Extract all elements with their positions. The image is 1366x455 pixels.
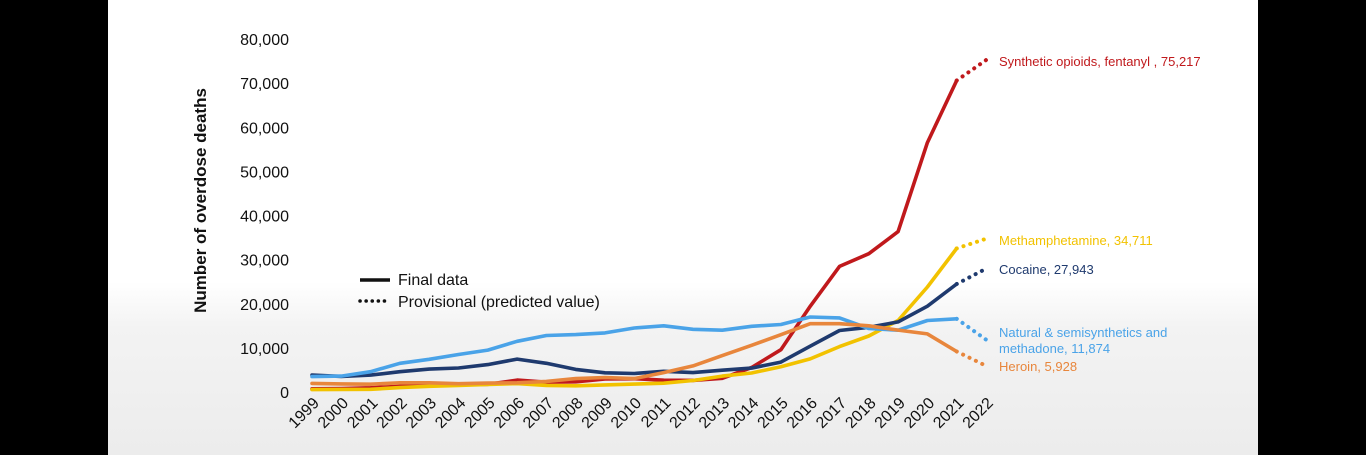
overdose-line-chart: 0 10,000 20,000 30,000 40,000 50,000 60,000 70,… [191, 32, 1201, 432]
x-tick-label: 2021 [930, 395, 967, 432]
series-line-provisional [954, 316, 988, 342]
x-tick-label: 2009 [579, 395, 616, 432]
series-line-provisional [954, 236, 988, 251]
series-label-fentanyl: Synthetic opioids, fentanyl , 75,217 [999, 54, 1201, 69]
series-line-provisional [954, 349, 988, 368]
x-tick-label: 2000 [315, 395, 352, 432]
y-tick-label: 60,000 [240, 120, 289, 137]
series-label-natural-semisynthetics-line2: methadone, 11,874 [999, 341, 1110, 356]
x-tick-label: 1999 [286, 395, 323, 432]
x-tick-label: 2020 [901, 395, 938, 432]
x-tick-label: 2007 [520, 395, 557, 432]
x-tick-label: 2017 [813, 395, 850, 432]
series-line-final [310, 315, 959, 379]
series-line-final [310, 246, 959, 392]
legend-final-label: Final data [398, 272, 468, 289]
x-tick-label: 2018 [842, 395, 879, 432]
series-label-cocaine: Cocaine, 27,943 [999, 262, 1094, 277]
x-tick-label: 2002 [374, 395, 411, 432]
x-tick-label: 2015 [755, 395, 792, 432]
x-tick-label: 2010 [608, 395, 645, 432]
slide: 0 10,000 20,000 30,000 40,000 50,000 60,000 70,… [108, 0, 1258, 455]
x-tick-label: 2022 [960, 395, 997, 432]
x-tick-label: 2011 [638, 395, 674, 431]
x-tick-label: 2019 [872, 395, 909, 432]
series-label-methamphetamine: Methamphetamine, 34,711 [999, 233, 1153, 248]
x-tick-label: 2016 [784, 395, 821, 432]
y-tick-label: 0 [280, 385, 289, 402]
y-tick-label: 80,000 [240, 32, 289, 49]
series-line-final [310, 282, 959, 379]
y-tick-label: 40,000 [240, 209, 289, 226]
series-line-final [310, 321, 959, 386]
series-label-natural-semisynthetics-line1: Natural & semisynthetics and [999, 325, 1167, 340]
series-line-final [310, 78, 959, 391]
y-tick-label: 50,000 [240, 164, 289, 181]
y-tick-label: 10,000 [240, 341, 289, 358]
x-tick-label: 2014 [725, 395, 762, 432]
series-line-provisional [954, 58, 988, 83]
x-tick-label: 2001 [344, 395, 381, 432]
x-tick-label: 2013 [696, 395, 733, 432]
legend-provisional-label: Provisional (predicted value) [398, 294, 600, 311]
series-label-heroin: Heroin, 5,928 [999, 359, 1077, 374]
x-tick-label: 2003 [403, 395, 440, 432]
y-tick-label: 30,000 [240, 253, 289, 270]
x-tick-label: 2006 [491, 395, 528, 432]
x-tick-label: 2008 [549, 395, 586, 432]
y-tick-label: 20,000 [240, 297, 289, 314]
x-tick-label: 2005 [461, 395, 498, 432]
y-tick-label: 70,000 [240, 76, 289, 93]
series-line-provisional [954, 266, 988, 286]
x-tick-label: 2004 [432, 395, 469, 432]
y-axis-label: Number of overdose deaths [191, 88, 210, 313]
x-tick-label: 2012 [667, 395, 704, 432]
